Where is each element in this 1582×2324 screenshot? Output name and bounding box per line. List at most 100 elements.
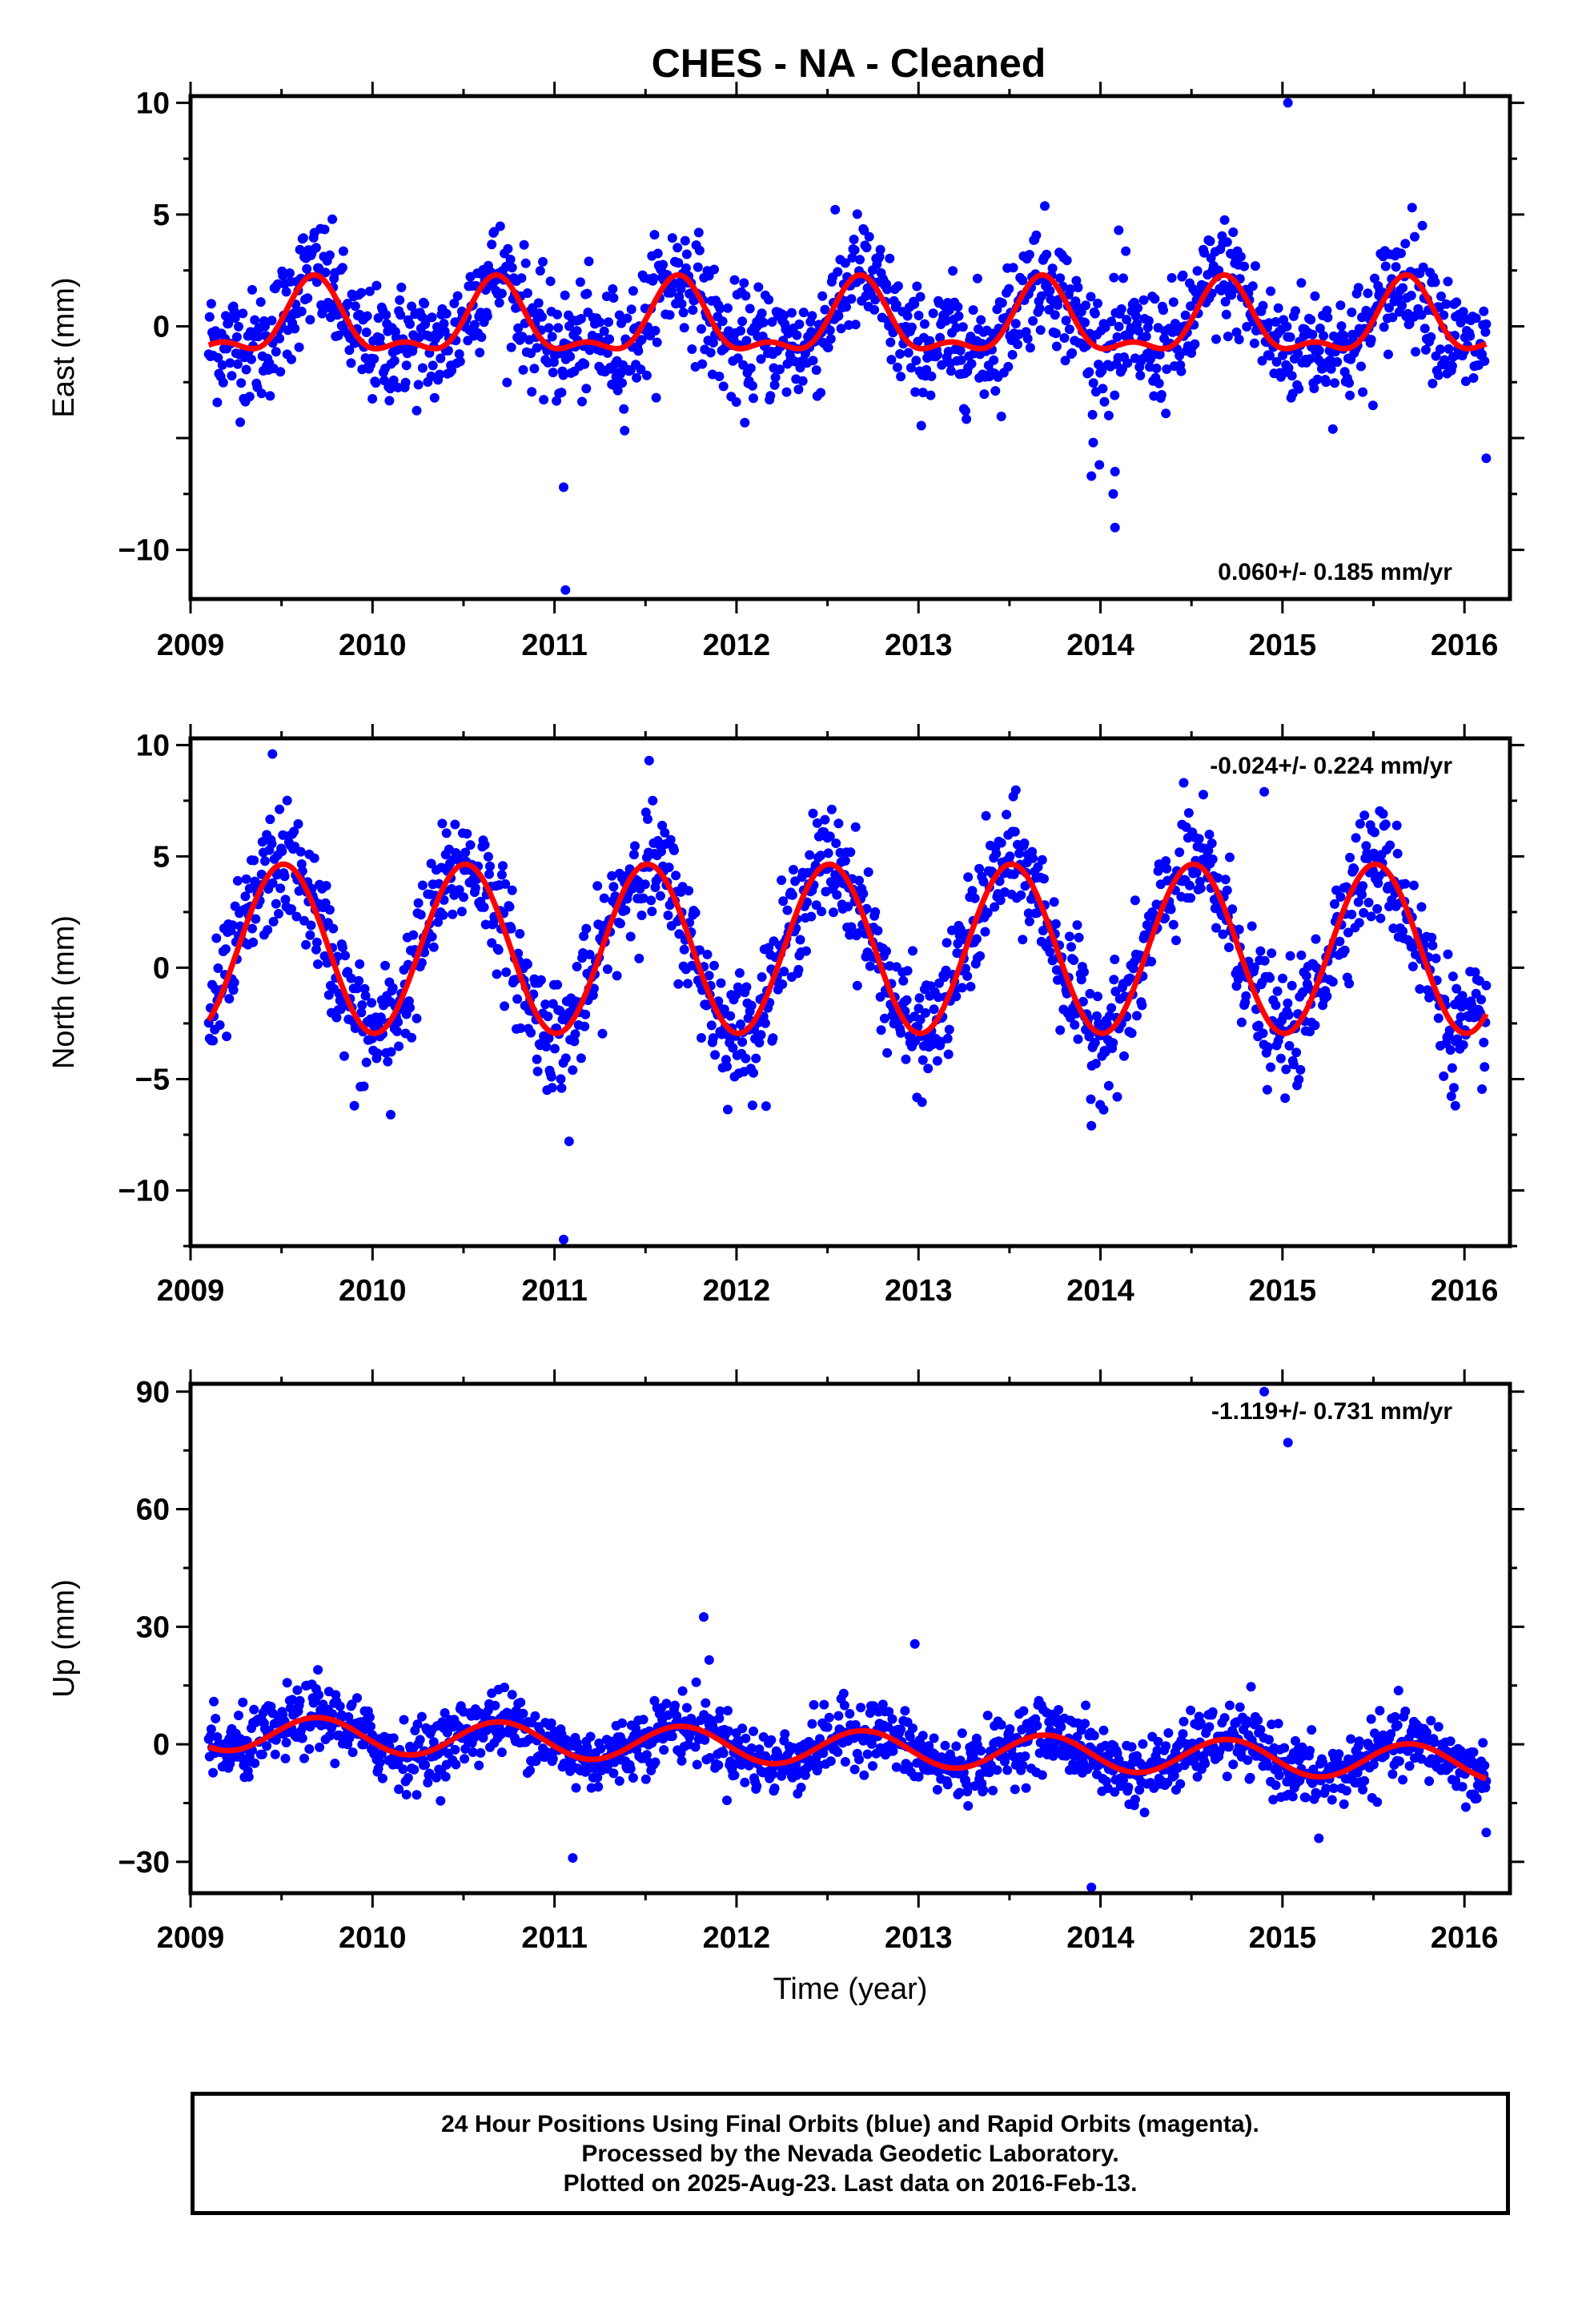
data-point bbox=[1268, 1795, 1279, 1805]
data-point bbox=[1306, 315, 1316, 325]
data-point bbox=[1085, 988, 1095, 999]
data-point bbox=[1241, 991, 1251, 1001]
data-point bbox=[522, 959, 532, 969]
data-point bbox=[208, 1767, 219, 1778]
data-point bbox=[1363, 288, 1373, 299]
model-curve bbox=[207, 1715, 1488, 1782]
data-point bbox=[428, 360, 438, 371]
data-point bbox=[733, 982, 743, 992]
data-point bbox=[1219, 1713, 1230, 1723]
data-point bbox=[1168, 297, 1178, 308]
data-point bbox=[932, 1784, 942, 1795]
data-point bbox=[972, 273, 982, 283]
data-point bbox=[556, 388, 567, 398]
data-point bbox=[850, 822, 861, 832]
data-point bbox=[575, 277, 585, 287]
data-point bbox=[361, 328, 371, 337]
data-point bbox=[548, 368, 558, 378]
data-point bbox=[849, 1764, 860, 1775]
data-point bbox=[1326, 364, 1336, 374]
data-point bbox=[1411, 347, 1421, 357]
data-point bbox=[1010, 1784, 1020, 1795]
data-point bbox=[1056, 1722, 1066, 1732]
data-point bbox=[971, 934, 982, 944]
data-point bbox=[752, 1781, 762, 1791]
data-point bbox=[392, 1026, 402, 1036]
data-point bbox=[496, 288, 507, 299]
data-point bbox=[1415, 984, 1425, 994]
data-point bbox=[544, 1033, 554, 1043]
data-point bbox=[632, 372, 642, 383]
data-point bbox=[724, 1726, 734, 1736]
data-point bbox=[375, 1757, 385, 1767]
data-point bbox=[643, 814, 652, 824]
data-point bbox=[741, 1053, 751, 1063]
data-point bbox=[990, 902, 1000, 912]
data-point bbox=[1398, 1775, 1408, 1785]
data-point bbox=[914, 993, 925, 1003]
data-point bbox=[571, 1783, 581, 1793]
data-point bbox=[1024, 916, 1034, 927]
data-point bbox=[417, 880, 428, 891]
data-point bbox=[375, 333, 385, 344]
x-tick-label: 2016 bbox=[1431, 1274, 1499, 1308]
data-point bbox=[830, 204, 841, 215]
data-point bbox=[947, 925, 957, 935]
data-point bbox=[436, 1795, 446, 1806]
data-point bbox=[741, 336, 752, 346]
data-point bbox=[602, 964, 612, 975]
data-point bbox=[416, 1711, 427, 1722]
data-point bbox=[1204, 830, 1215, 839]
data-point bbox=[1074, 932, 1084, 943]
data-point bbox=[723, 1706, 733, 1716]
data-point bbox=[895, 349, 905, 359]
data-point bbox=[976, 315, 986, 325]
data-point bbox=[1445, 1045, 1456, 1055]
data-point bbox=[749, 393, 758, 404]
data-point bbox=[597, 1028, 608, 1039]
data-point bbox=[625, 931, 636, 942]
data-point bbox=[1010, 826, 1020, 837]
data-point bbox=[1186, 1705, 1196, 1715]
data-point bbox=[295, 244, 305, 255]
data-point bbox=[314, 1690, 324, 1700]
data-point bbox=[396, 282, 407, 292]
data-point bbox=[375, 1012, 386, 1023]
data-point bbox=[1470, 967, 1480, 977]
data-point bbox=[855, 255, 865, 265]
data-point bbox=[400, 377, 411, 388]
data-point bbox=[483, 851, 493, 862]
data-point bbox=[932, 350, 942, 360]
data-point bbox=[1169, 1771, 1179, 1781]
data-point bbox=[954, 1787, 965, 1798]
data-point bbox=[1291, 1735, 1300, 1746]
data-point bbox=[1028, 853, 1038, 863]
data-point bbox=[580, 1009, 591, 1019]
data-point bbox=[1321, 1783, 1331, 1794]
y-tick-label: 60 bbox=[136, 1494, 170, 1527]
data-point bbox=[787, 890, 797, 900]
data-point bbox=[441, 828, 452, 838]
outlier-point bbox=[1259, 786, 1270, 797]
data-point bbox=[869, 304, 880, 315]
data-point bbox=[891, 300, 901, 310]
data-point bbox=[584, 949, 595, 959]
data-point bbox=[1481, 980, 1492, 991]
data-point bbox=[361, 1057, 371, 1068]
outlier-point bbox=[267, 749, 278, 759]
data-point bbox=[1327, 424, 1338, 434]
data-point bbox=[1126, 1742, 1137, 1752]
data-point bbox=[533, 298, 544, 308]
data-point bbox=[1178, 1716, 1189, 1727]
data-point bbox=[1175, 1779, 1186, 1789]
data-point bbox=[746, 1000, 757, 1011]
data-point bbox=[367, 394, 378, 404]
data-point bbox=[1334, 1749, 1344, 1759]
data-point bbox=[953, 939, 963, 949]
data-point bbox=[1253, 1715, 1263, 1726]
data-point bbox=[1130, 1795, 1140, 1804]
x-tick-label: 2016 bbox=[1431, 1921, 1499, 1955]
data-point bbox=[257, 1749, 267, 1759]
data-point bbox=[305, 315, 315, 325]
data-point bbox=[217, 360, 227, 370]
